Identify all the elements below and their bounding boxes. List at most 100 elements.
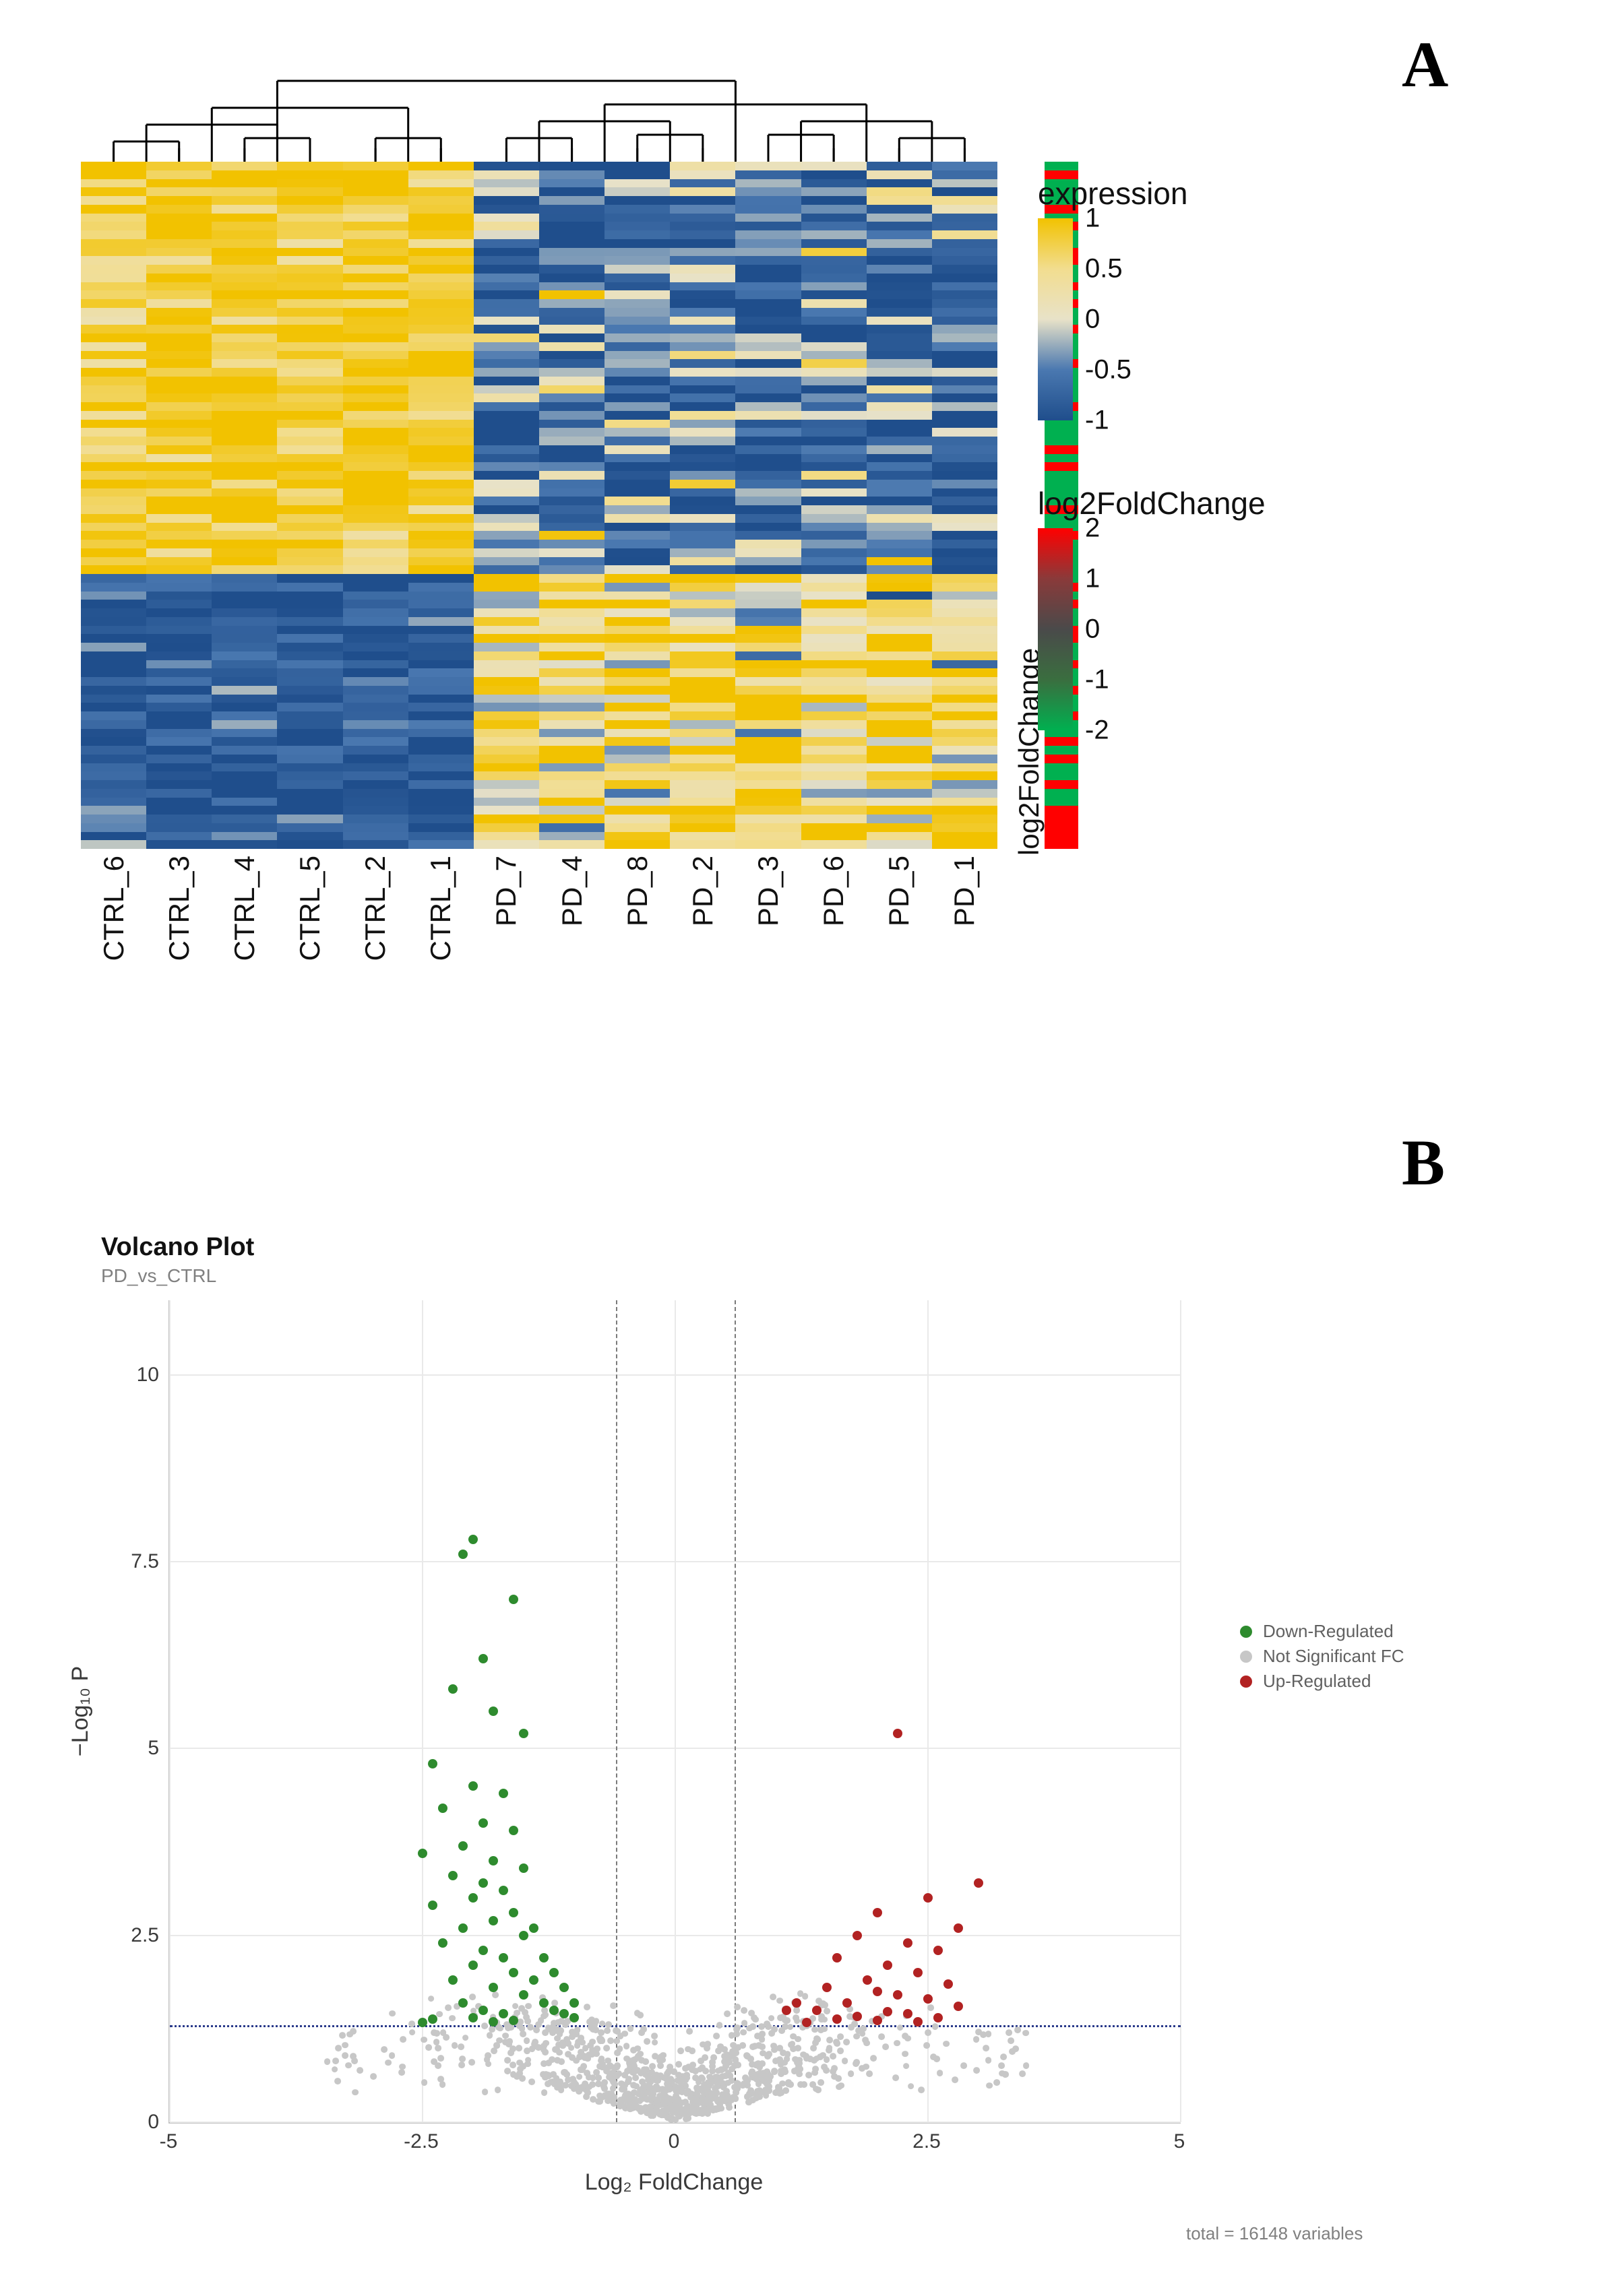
heatmap-cell xyxy=(277,592,342,600)
heatmap-cell xyxy=(932,789,997,798)
volcano-point xyxy=(550,2071,557,2078)
heatmap-cell xyxy=(343,668,408,677)
heatmap-cell xyxy=(735,514,801,523)
heatmap-cell xyxy=(81,660,146,669)
heatmap-cell xyxy=(735,454,801,463)
heatmap-cell xyxy=(81,299,146,308)
heatmap-cell xyxy=(670,626,735,635)
heatmap-cell xyxy=(343,651,408,660)
heatmap-cell xyxy=(604,608,670,617)
heatmap-cell xyxy=(408,746,474,755)
volcano-point xyxy=(516,2045,522,2051)
heatmap-cell xyxy=(735,668,801,677)
volcano-point xyxy=(1005,2029,1012,2036)
heatmap-cell xyxy=(670,695,735,703)
heatmap-cell xyxy=(604,660,670,669)
heatmap-cell xyxy=(146,840,212,849)
heatmap-cell xyxy=(670,497,735,505)
heatmap-cell xyxy=(801,660,867,669)
heatmap-cell xyxy=(212,548,277,557)
fc-strip-cell xyxy=(1045,832,1078,841)
heatmap-cell xyxy=(670,815,735,823)
heatmap-cell xyxy=(474,583,539,592)
heatmap-cell xyxy=(212,205,277,214)
heatmap-cell xyxy=(343,187,408,196)
heatmap-cell xyxy=(146,359,212,368)
volcano-point xyxy=(734,2031,741,2037)
volcano-point xyxy=(458,2043,464,2050)
heatmap-cell xyxy=(146,480,212,488)
heatmap-cell xyxy=(474,359,539,368)
volcano-point xyxy=(794,2060,801,2066)
heatmap-cell xyxy=(81,265,146,274)
volcano-point xyxy=(925,2029,931,2036)
heatmap-cell xyxy=(277,763,342,772)
heatmap-cell xyxy=(735,574,801,583)
heatmap-cell xyxy=(670,308,735,317)
heatmap-cell xyxy=(604,239,670,248)
heatmap-cell xyxy=(604,695,670,703)
heatmap-cell xyxy=(212,214,277,222)
volcano-point xyxy=(744,2053,751,2060)
heatmap-cell xyxy=(408,548,474,557)
volcano-point xyxy=(781,2060,788,2066)
volcano-point xyxy=(873,1908,882,1917)
volcano-x-tick: 0 xyxy=(669,2130,680,2153)
volcano-point xyxy=(1019,2070,1026,2077)
heatmap-cell xyxy=(408,393,474,402)
heatmap-cell xyxy=(670,196,735,205)
heatmap-cell xyxy=(146,471,212,480)
volcano-point xyxy=(519,1931,528,1940)
volcano-point xyxy=(797,1990,804,1997)
heatmap-cell xyxy=(146,290,212,299)
heatmap-cell xyxy=(474,222,539,230)
heatmap-cell xyxy=(932,806,997,815)
volcano-point xyxy=(923,1994,933,2004)
volcano-point xyxy=(409,2029,416,2036)
volcano-point xyxy=(918,2086,925,2093)
volcano-point xyxy=(824,2008,830,2014)
heatmap-cell xyxy=(670,428,735,437)
heatmap-cell xyxy=(801,368,867,377)
heatmap-cell xyxy=(932,462,997,471)
volcano-point xyxy=(604,2028,611,2035)
heatmap-cell xyxy=(604,205,670,214)
heatmap-cell xyxy=(932,454,997,463)
fc-strip-cell xyxy=(1045,771,1078,780)
heatmap-cell xyxy=(212,308,277,317)
heatmap-cell xyxy=(801,342,867,351)
heatmap-cell xyxy=(867,299,932,308)
heatmap-cell xyxy=(81,531,146,540)
heatmap-cell xyxy=(867,668,932,677)
heatmap-cell xyxy=(146,746,212,755)
heatmap-cell xyxy=(81,454,146,463)
heatmap-cell xyxy=(539,600,604,608)
heatmap-cell xyxy=(604,351,670,360)
heatmap-cell xyxy=(867,755,932,763)
heatmap-cell xyxy=(539,806,604,815)
heatmap-cell xyxy=(932,385,997,394)
volcano-point xyxy=(913,1968,923,1977)
heatmap-cell xyxy=(81,377,146,385)
volcano-point xyxy=(569,2033,576,2040)
heatmap-cell xyxy=(735,771,801,780)
volcano-point xyxy=(648,2069,655,2076)
heatmap-cell xyxy=(81,420,146,428)
heatmap-cell xyxy=(932,651,997,660)
heatmap-cell xyxy=(932,608,997,617)
heatmap-cell xyxy=(867,290,932,299)
volcano-point xyxy=(593,2018,600,2024)
volcano-point xyxy=(673,2093,679,2099)
heatmap-cell xyxy=(343,162,408,170)
volcano-point xyxy=(718,2074,725,2080)
volcano-point xyxy=(541,2089,548,2096)
volcano-point xyxy=(1000,2053,1007,2060)
heatmap-cell xyxy=(146,634,212,643)
heatmap-cell xyxy=(670,523,735,532)
volcano-point xyxy=(525,2003,532,2010)
heatmap-cell xyxy=(932,342,997,351)
heatmap-cell xyxy=(801,187,867,196)
heatmap-cell xyxy=(212,317,277,325)
heatmap-cell xyxy=(670,711,735,720)
heatmap-cell xyxy=(81,583,146,592)
